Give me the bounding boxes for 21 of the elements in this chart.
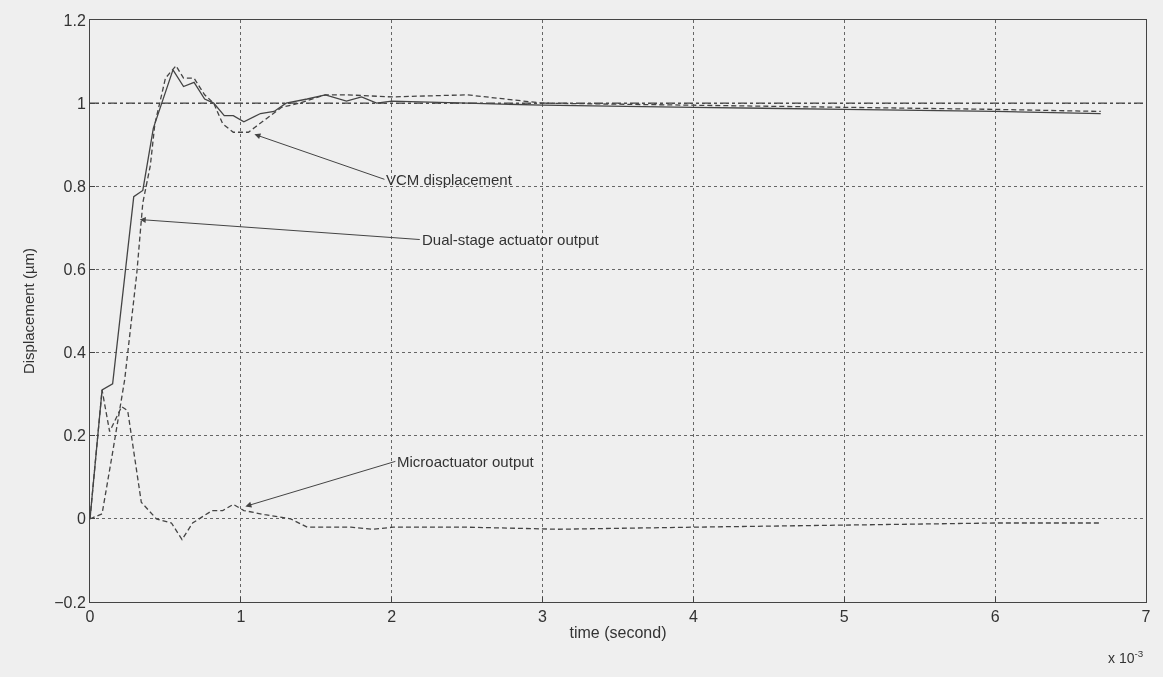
x-tick-label: 5	[839, 608, 849, 626]
x-tick-label: 4	[688, 608, 698, 626]
x-tick-label: 3	[538, 608, 548, 626]
x-axis-title: time (second)	[569, 623, 667, 641]
y-tick-label: 0.4	[63, 344, 86, 362]
annotation: VCM displacement	[386, 171, 513, 188]
x-tick-label: 1	[236, 608, 246, 626]
annotation: Microactuator output	[397, 453, 535, 470]
y-axis-title: Displacement (µm)	[20, 247, 38, 375]
y-tick-label: 0.6	[63, 261, 86, 279]
y-tick-label: 0	[76, 510, 86, 528]
y-tick-label: 0.8	[63, 177, 86, 195]
annotation: Dual-stage actuator output	[422, 231, 600, 248]
y-tick-label: 0.2	[63, 427, 86, 445]
x-tick-label: 2	[387, 608, 397, 626]
y-tick-label: −0.2	[54, 593, 86, 611]
y-tick-label: 1	[76, 94, 86, 112]
x-tick-label: 7	[1141, 608, 1151, 626]
text: x 10$^{-3}$	[1108, 648, 1144, 666]
y-tick-label: 1.2	[63, 11, 86, 29]
x-tick-label: 6	[990, 608, 1000, 626]
